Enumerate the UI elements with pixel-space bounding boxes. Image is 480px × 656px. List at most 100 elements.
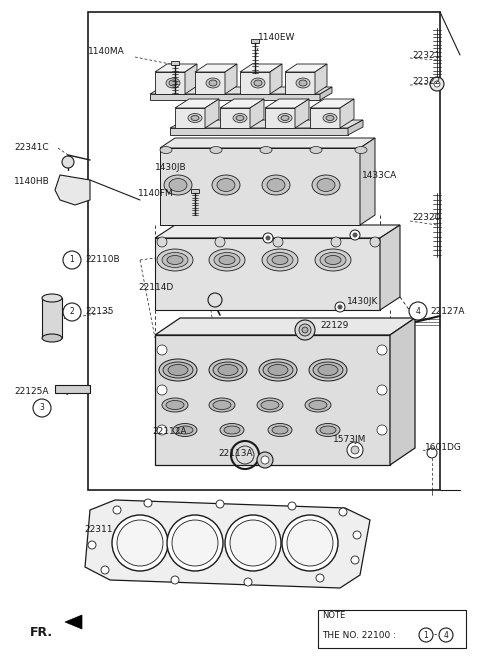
Text: -: -	[434, 630, 437, 640]
Circle shape	[273, 237, 283, 247]
Ellipse shape	[209, 249, 245, 271]
Circle shape	[439, 628, 453, 642]
Ellipse shape	[281, 115, 289, 121]
Polygon shape	[390, 318, 415, 465]
Ellipse shape	[164, 175, 192, 195]
Circle shape	[335, 302, 345, 312]
Ellipse shape	[219, 255, 235, 264]
Text: 1601DG: 1601DG	[425, 443, 462, 451]
Ellipse shape	[166, 401, 184, 409]
Ellipse shape	[299, 80, 307, 86]
Polygon shape	[160, 148, 360, 225]
Circle shape	[263, 233, 273, 243]
Ellipse shape	[217, 178, 235, 192]
Circle shape	[257, 452, 273, 468]
Ellipse shape	[210, 146, 222, 154]
Text: 22110B: 22110B	[85, 255, 120, 264]
Text: 1140EW: 1140EW	[258, 33, 295, 43]
Circle shape	[352, 232, 358, 237]
Circle shape	[112, 515, 168, 571]
Ellipse shape	[159, 359, 197, 381]
Circle shape	[337, 304, 343, 310]
Polygon shape	[315, 64, 327, 94]
Circle shape	[351, 556, 359, 564]
Text: 22321: 22321	[412, 51, 440, 60]
Text: 3: 3	[39, 403, 45, 413]
Ellipse shape	[260, 146, 272, 154]
Circle shape	[434, 81, 440, 87]
Polygon shape	[155, 335, 390, 465]
Ellipse shape	[257, 398, 283, 412]
Polygon shape	[155, 72, 185, 94]
Ellipse shape	[272, 426, 288, 434]
Ellipse shape	[267, 253, 293, 268]
Text: 22311: 22311	[84, 525, 112, 535]
Circle shape	[157, 237, 167, 247]
Circle shape	[316, 574, 324, 582]
Polygon shape	[85, 500, 370, 588]
Polygon shape	[270, 64, 282, 94]
Polygon shape	[310, 99, 354, 108]
Ellipse shape	[259, 359, 297, 381]
Ellipse shape	[316, 424, 340, 436]
Ellipse shape	[272, 255, 288, 264]
Bar	[55, 385, 90, 393]
Text: 22112A: 22112A	[152, 428, 187, 436]
Text: 1140FM: 1140FM	[138, 188, 174, 197]
Circle shape	[265, 236, 271, 241]
Ellipse shape	[213, 362, 243, 378]
Polygon shape	[65, 615, 82, 629]
Circle shape	[171, 576, 179, 584]
Circle shape	[339, 508, 347, 516]
Text: 22113A: 22113A	[218, 449, 252, 457]
Ellipse shape	[261, 401, 279, 409]
Text: THE NO. 22100 :: THE NO. 22100 :	[322, 630, 396, 640]
Bar	[88, 12, 440, 490]
Polygon shape	[155, 225, 400, 238]
Bar	[251, 39, 259, 43]
Ellipse shape	[326, 115, 334, 121]
Polygon shape	[155, 318, 415, 335]
Circle shape	[167, 515, 223, 571]
Ellipse shape	[168, 365, 188, 375]
Polygon shape	[170, 128, 348, 135]
Bar	[318, 610, 466, 648]
Text: FR.: FR.	[30, 626, 53, 638]
Ellipse shape	[263, 362, 293, 378]
Ellipse shape	[162, 398, 188, 412]
Ellipse shape	[296, 78, 310, 88]
Circle shape	[287, 520, 333, 566]
Circle shape	[62, 156, 74, 168]
Circle shape	[144, 499, 152, 507]
Ellipse shape	[317, 178, 335, 192]
Ellipse shape	[209, 359, 247, 381]
Ellipse shape	[218, 365, 238, 375]
Polygon shape	[175, 108, 205, 128]
Text: 22135: 22135	[85, 308, 113, 316]
Polygon shape	[195, 72, 225, 94]
Ellipse shape	[268, 365, 288, 375]
Circle shape	[288, 502, 296, 510]
Ellipse shape	[224, 426, 240, 434]
Ellipse shape	[213, 401, 231, 409]
Polygon shape	[285, 64, 327, 72]
Polygon shape	[160, 138, 375, 148]
Circle shape	[347, 442, 363, 458]
Circle shape	[225, 515, 281, 571]
Ellipse shape	[318, 365, 338, 375]
Text: 1: 1	[70, 255, 74, 264]
Circle shape	[370, 237, 380, 247]
Polygon shape	[320, 87, 332, 100]
Text: 4: 4	[444, 630, 448, 640]
Ellipse shape	[355, 146, 367, 154]
Circle shape	[113, 506, 121, 514]
Polygon shape	[265, 99, 309, 108]
Ellipse shape	[209, 398, 235, 412]
Polygon shape	[205, 99, 219, 128]
Polygon shape	[195, 64, 237, 72]
Ellipse shape	[209, 80, 217, 86]
Ellipse shape	[323, 113, 337, 123]
Text: 22127A: 22127A	[430, 306, 465, 316]
Ellipse shape	[325, 255, 341, 264]
Circle shape	[419, 628, 433, 642]
